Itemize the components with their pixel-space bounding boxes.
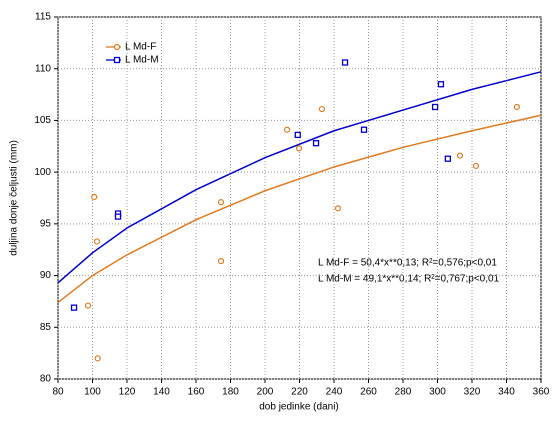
y-tick-label: 115: [35, 12, 51, 23]
x-tick-label: 300: [429, 387, 446, 398]
marker: [444, 155, 452, 162]
y-tick-label: 90: [40, 270, 52, 281]
marker: [295, 145, 303, 152]
marker: [360, 126, 368, 133]
marker: [312, 140, 320, 147]
fit-line: [57, 71, 542, 284]
marker: [437, 81, 445, 88]
fit-line: [57, 114, 542, 304]
legend-marker: [113, 43, 121, 51]
marker: [341, 59, 349, 66]
y-tick-label: 105: [34, 115, 51, 126]
marker: [456, 152, 464, 159]
y-tick-label: 100: [34, 167, 51, 178]
marker: [472, 162, 480, 170]
x-tick-label: 320: [464, 387, 481, 398]
x-tick-label: 340: [498, 387, 515, 398]
x-tick-label: 80: [52, 387, 64, 398]
y-tick-label: 85: [40, 322, 52, 333]
annotation: L Md-M = 49,1*x**0,14; R²=0,767;p<0,01: [318, 274, 500, 285]
legend-marker: [113, 56, 121, 64]
x-tick-label: 140: [153, 387, 170, 398]
marker: [217, 199, 225, 206]
y-tick-label: 95: [40, 218, 52, 229]
x-tick-label: 120: [119, 387, 136, 398]
x-tick-label: 220: [291, 387, 308, 398]
x-tick-label: 200: [257, 387, 274, 398]
marker: [294, 131, 301, 139]
marker: [94, 355, 101, 362]
x-axis-label: dob jedinke (dani): [259, 402, 339, 413]
legend-label: L Md-F: [125, 42, 156, 53]
marker: [70, 304, 78, 311]
marker: [84, 302, 92, 309]
marker: [334, 205, 342, 212]
legend-label: L Md-M: [125, 55, 159, 66]
x-tick-label: 260: [360, 387, 377, 398]
annotation: L Md-F = 50,4*x**0,13; R²=0,576;p<0,01: [318, 258, 497, 269]
marker: [93, 238, 101, 245]
marker: [513, 103, 520, 111]
x-tick-label: 100: [84, 387, 101, 398]
y-tick-label: 110: [35, 63, 51, 74]
x-tick-label: 240: [326, 387, 343, 398]
x-tick-label: 280: [395, 387, 412, 398]
y-axis-label: duljina donje čeljusti (mm): [9, 140, 20, 256]
marker: [217, 257, 225, 265]
y-tick-label: 80: [40, 374, 52, 385]
marker: [283, 126, 291, 133]
x-tick-label: 180: [222, 387, 239, 398]
marker: [114, 213, 122, 220]
marker: [431, 103, 439, 111]
marker: [318, 105, 326, 113]
marker: [91, 193, 98, 201]
x-tick-label: 360: [533, 387, 550, 398]
x-tick-label: 160: [188, 387, 205, 398]
